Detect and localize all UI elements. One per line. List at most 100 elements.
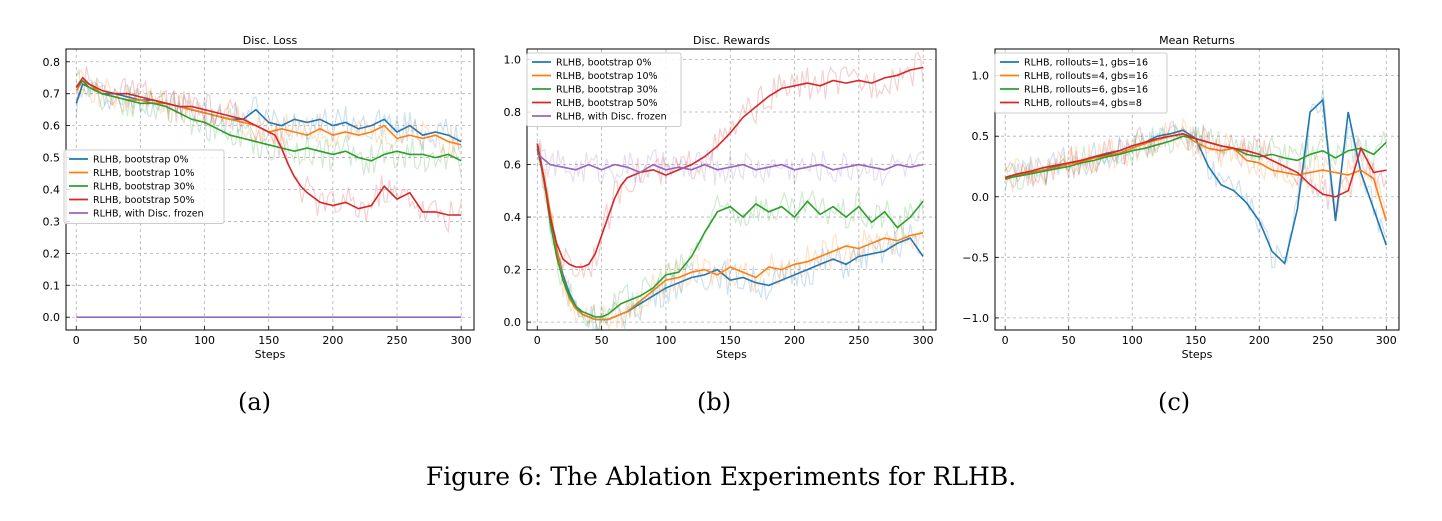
y-tick-label-2: 0.4	[504, 211, 522, 224]
series-line-3	[536, 146, 924, 318]
y-tick-label-3: 0.3	[43, 215, 61, 228]
y-tick-label-7: 0.7	[43, 88, 61, 101]
legend: RLHB, bootstrap 0% RLHB, bootstrap 10% RLH…	[63, 149, 225, 224]
legend: RLHB, bootstrap 0% RLHB, bootstrap 10% RLH…	[526, 52, 682, 127]
series-raw-4	[1004, 120, 1387, 216]
y-tick-label-4: 0.8	[504, 106, 522, 119]
chart-1: 0 50 100 150 200 250 300 0.0 0.1 0.2 0.3 0.4 0.5 0.6 0…	[43, 34, 475, 361]
x-tick-label-5: 250	[387, 334, 408, 347]
y-tick-label-5: 1.0	[504, 54, 522, 67]
series-line-4	[536, 66, 924, 268]
x-tick-label-3: 150	[1185, 334, 1206, 347]
panel-label-c: (c)	[1158, 388, 1191, 416]
y-tick-label-0: −1.0	[962, 312, 989, 325]
y-tick-label-0: 0.0	[43, 311, 61, 324]
x-tick-label-3: 150	[258, 334, 279, 347]
legend-entry-2: RLHB, bootstrap 10%	[93, 168, 195, 179]
y-tick-label-1: 0.2	[504, 264, 522, 277]
legend-entry-4: RLHB, rollouts=4, gbs=8	[1024, 98, 1142, 109]
x-tick-label-6: 300	[1376, 334, 1397, 347]
series-group	[536, 51, 924, 330]
x-tick-label-0: 0	[1002, 334, 1009, 347]
chart-title: Disc. Rewards	[693, 34, 770, 47]
y-tick-label-5: 0.5	[43, 152, 61, 165]
legend-entry-2: RLHB, rollouts=4, gbs=16	[1024, 71, 1148, 82]
series-raw-1	[1004, 89, 1387, 269]
charts-svg: 0 50 100 150 200 250 3000.00.10.20.30.40.50.60…	[43, 34, 1400, 361]
x-tick-label-1: 50	[1062, 334, 1076, 347]
series-line-2	[536, 143, 924, 321]
series-line-5	[536, 153, 924, 174]
x-axis-label: Steps	[716, 348, 747, 361]
y-tick-label-6: 0.6	[43, 120, 61, 133]
y-tick-label-8: 0.8	[43, 56, 61, 69]
y-tick-label-2: 0.2	[43, 247, 61, 260]
series-raw-1	[536, 145, 924, 330]
series-raw-3	[75, 69, 462, 177]
y-tick-label-3: 0.6	[504, 159, 522, 172]
legend-entry-3: RLHB, rollouts=6, gbs=16	[1024, 85, 1148, 96]
x-axis-label: Steps	[1182, 348, 1213, 361]
legend-box	[526, 52, 682, 127]
y-tick-label-4: 1.0	[972, 70, 990, 83]
series-raw-1	[75, 76, 462, 151]
figure-caption: Figure 6: The Ablation Experiments for R…	[425, 462, 1017, 491]
series-line-2	[1004, 132, 1388, 222]
x-tick-label-2: 100	[1122, 334, 1143, 347]
x-tick-label-4: 200	[322, 334, 343, 347]
x-tick-label-1: 50	[595, 334, 609, 347]
legend-box	[994, 52, 1168, 114]
y-tick-label-1: 0.1	[43, 279, 61, 292]
x-tick-label-4: 200	[1249, 334, 1270, 347]
legend-box	[63, 149, 225, 224]
series-raw-2	[1004, 117, 1387, 220]
legend-entry-1: RLHB, rollouts=1, gbs=16	[1024, 58, 1148, 69]
series-line-3	[75, 79, 462, 162]
y-tick-label-4: 0.4	[43, 184, 61, 197]
panel-label-a: (a)	[238, 388, 272, 416]
y-tick-label-3: 0.5	[972, 130, 990, 143]
chart-title: Mean Returns	[1159, 34, 1235, 47]
x-tick-label-5: 250	[848, 334, 869, 347]
legend: RLHB, rollouts=1, gbs=16 RLHB, rollouts=4…	[994, 52, 1168, 114]
y-tick-label-2: 0.0	[972, 191, 990, 204]
legend-entry-4: RLHB, bootstrap 50%	[93, 195, 195, 206]
series-raw-5	[536, 139, 924, 188]
legend-entry-1: RLHB, bootstrap 0%	[556, 58, 652, 69]
panel-label-b: (b)	[697, 388, 732, 416]
series-line-4	[1004, 132, 1387, 198]
x-tick-label-6: 300	[451, 334, 472, 347]
series-line-1	[75, 82, 462, 143]
legend-entry-3: RLHB, bootstrap 30%	[93, 182, 195, 193]
series-raw-3	[536, 146, 924, 330]
series-raw-2	[536, 144, 924, 330]
series-line-4	[75, 76, 462, 216]
legend-entry-1: RLHB, bootstrap 0%	[93, 155, 189, 166]
chart-title: Disc. Loss	[243, 34, 298, 47]
legend-entry-4: RLHB, bootstrap 50%	[556, 98, 658, 109]
x-tick-label-0: 0	[73, 334, 80, 347]
series-raw-3	[1004, 122, 1387, 191]
x-tick-label-3: 150	[720, 334, 741, 347]
plot-frame	[994, 48, 1400, 331]
chart-2: 0 50 100 150 200 250 300 0.0 0.2 0.4 0.6 0.8 1.0 Disc…	[504, 34, 937, 361]
x-tick-label-2: 100	[655, 334, 676, 347]
x-tick-label-6: 300	[913, 334, 934, 347]
x-tick-label-5: 250	[1312, 334, 1333, 347]
x-axis-label: Steps	[255, 348, 286, 361]
plot-frame	[526, 48, 937, 331]
legend-entry-2: RLHB, bootstrap 10%	[556, 71, 658, 82]
y-tick-label-1: −0.5	[962, 251, 989, 264]
legend-entry-5: RLHB, with Disc. frozen	[93, 209, 204, 220]
x-tick-label-1: 50	[133, 334, 147, 347]
x-tick-label-0: 0	[534, 334, 541, 347]
x-tick-label-4: 200	[784, 334, 805, 347]
chart-3: 0 50 100 150 200 250 300 −1.0 −0.5 0.0 0.5 1.0 Mean …	[962, 34, 1400, 361]
legend-entry-5: RLHB, with Disc. frozen	[556, 112, 667, 123]
series-group	[1004, 89, 1388, 269]
series-group	[75, 65, 462, 318]
legend-entry-3: RLHB, bootstrap 30%	[556, 85, 658, 96]
x-tick-label-2: 100	[194, 334, 215, 347]
y-tick-label-0: 0.0	[504, 316, 522, 329]
